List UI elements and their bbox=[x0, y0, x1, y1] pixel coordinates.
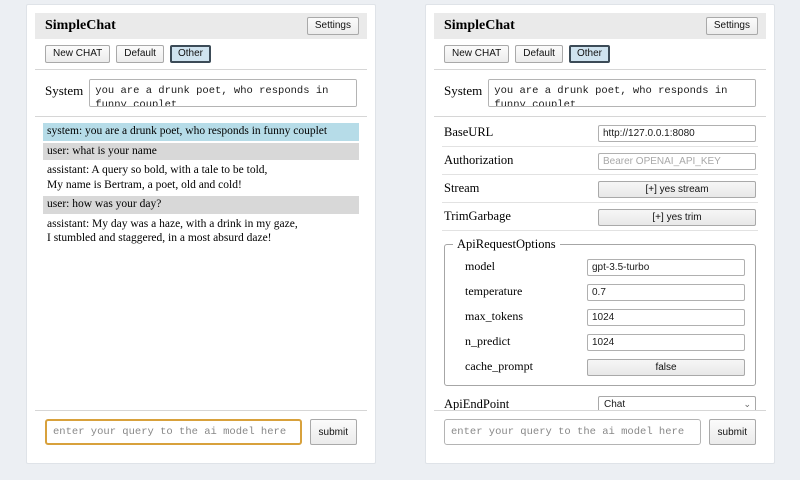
temperature-input[interactable] bbox=[587, 284, 745, 301]
submit-button[interactable]: submit bbox=[708, 419, 756, 445]
setting-row-stream: Stream [+] yes stream bbox=[442, 175, 758, 203]
setting-label-n-predict: n_predict bbox=[465, 334, 511, 348]
chat-message-user: user: how was your day? bbox=[43, 196, 359, 214]
session-default-button[interactable]: Default bbox=[116, 45, 164, 63]
setting-label-api-endpoint: ApiEndPoint bbox=[444, 397, 510, 410]
chat-message-user: user: what is your name bbox=[43, 142, 359, 160]
chat-panel: SimpleChat Settings New CHAT Default Oth… bbox=[26, 4, 376, 464]
authorization-input[interactable] bbox=[598, 153, 756, 170]
system-prompt-label: System bbox=[444, 83, 483, 98]
system-prompt-input[interactable] bbox=[89, 79, 357, 107]
setting-row-api-endpoint: ApiEndPoint Chat ⌄ bbox=[442, 392, 758, 410]
api-endpoint-select[interactable]: Chat ⌄ bbox=[598, 396, 756, 410]
n-predict-input[interactable] bbox=[587, 334, 745, 351]
system-prompt-input[interactable] bbox=[488, 79, 756, 107]
query-footer: submit bbox=[35, 410, 367, 455]
stream-toggle-button[interactable]: [+] yes stream bbox=[598, 181, 756, 198]
system-prompt-row: System bbox=[35, 70, 367, 117]
api-request-options-legend: ApiRequestOptions bbox=[457, 237, 556, 251]
setting-label-base-url: BaseURL bbox=[444, 125, 494, 139]
setting-label-trim-garbage: TrimGarbage bbox=[444, 209, 511, 223]
submit-button[interactable]: submit bbox=[309, 419, 357, 445]
setting-label-model: model bbox=[465, 259, 495, 273]
app-header: SimpleChat Settings bbox=[434, 13, 766, 39]
chat-message-system: system: you are a drunk poet, who respon… bbox=[43, 123, 359, 141]
setting-row-cache-prompt: cache_prompt false bbox=[453, 354, 747, 379]
setting-row-max-tokens: max_tokens bbox=[453, 304, 747, 329]
settings-button[interactable]: Settings bbox=[705, 17, 758, 35]
app-header: SimpleChat Settings bbox=[35, 13, 367, 39]
setting-label-cache-prompt: cache_prompt bbox=[465, 359, 533, 373]
app-title: SimpleChat bbox=[444, 18, 515, 33]
setting-row-temperature: temperature bbox=[453, 279, 747, 304]
settings-list: BaseURL Authorization Stream [+] yes str… bbox=[434, 117, 766, 410]
system-prompt-label: System bbox=[45, 83, 84, 98]
query-footer: submit bbox=[434, 410, 766, 455]
setting-label-stream: Stream bbox=[444, 181, 480, 195]
chevron-down-icon: ⌄ bbox=[743, 399, 751, 409]
setting-row-trim-garbage: TrimGarbage [+] yes trim bbox=[442, 203, 758, 231]
chat-message-assistant: assistant: A query so bold, with a tale … bbox=[43, 162, 359, 194]
setting-label-authorization: Authorization bbox=[444, 153, 514, 167]
api-request-options-group: ApiRequestOptions model temperature max_… bbox=[444, 237, 756, 386]
setting-row-base-url: BaseURL bbox=[442, 119, 758, 147]
session-toolbar: New CHAT Default Other bbox=[434, 39, 766, 70]
trim-garbage-toggle-button[interactable]: [+] yes trim bbox=[598, 209, 756, 226]
session-other-button[interactable]: Other bbox=[568, 45, 610, 63]
cache-prompt-toggle-button[interactable]: false bbox=[587, 359, 745, 376]
settings-button[interactable]: Settings bbox=[306, 17, 359, 35]
setting-label-max-tokens: max_tokens bbox=[465, 309, 523, 323]
query-input[interactable] bbox=[444, 419, 701, 445]
setting-label-temperature: temperature bbox=[465, 284, 523, 298]
model-input[interactable] bbox=[587, 259, 745, 276]
setting-row-n-predict: n_predict bbox=[453, 329, 747, 354]
system-prompt-row: System bbox=[434, 70, 766, 117]
query-input[interactable] bbox=[45, 419, 302, 445]
session-other-button[interactable]: Other bbox=[169, 45, 211, 63]
chat-messages-area: system: you are a drunk poet, who respon… bbox=[35, 117, 367, 410]
api-endpoint-value: Chat bbox=[604, 399, 626, 410]
new-chat-button[interactable]: New CHAT bbox=[444, 45, 510, 63]
setting-row-authorization: Authorization bbox=[442, 147, 758, 175]
settings-panel: SimpleChat Settings New CHAT Default Oth… bbox=[425, 4, 775, 464]
max-tokens-input[interactable] bbox=[587, 309, 745, 326]
session-default-button[interactable]: Default bbox=[515, 45, 563, 63]
app-title: SimpleChat bbox=[45, 18, 116, 33]
new-chat-button[interactable]: New CHAT bbox=[45, 45, 111, 63]
chat-message-assistant: assistant: My day was a haze, with a dri… bbox=[43, 215, 359, 248]
setting-row-model: model bbox=[453, 254, 747, 279]
base-url-input[interactable] bbox=[598, 125, 756, 142]
session-toolbar: New CHAT Default Other bbox=[35, 39, 367, 70]
